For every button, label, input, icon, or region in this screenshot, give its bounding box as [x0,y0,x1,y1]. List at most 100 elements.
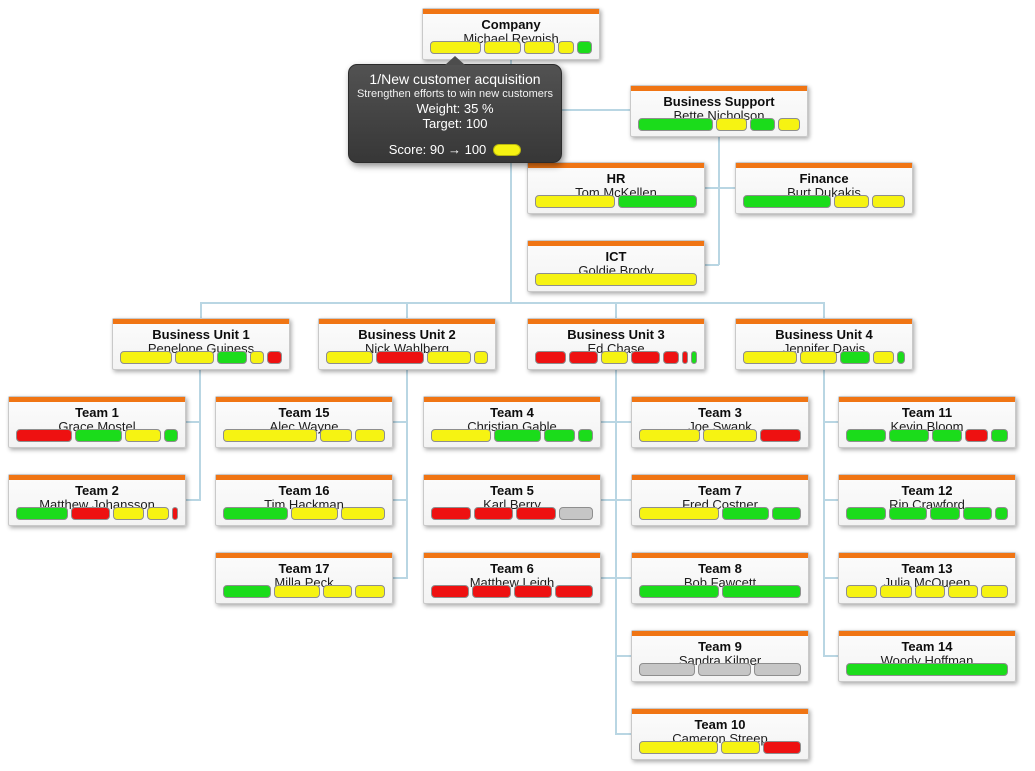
score-segment-red[interactable] [431,507,471,520]
score-segment-yellow[interactable] [319,429,352,442]
score-segment-red[interactable] [472,585,511,598]
score-segment-green[interactable] [963,507,992,520]
score-segment-green[interactable] [638,118,713,131]
score-segment-yellow[interactable] [223,429,317,442]
org-node-ict[interactable]: ICT Goldie Brody [527,240,705,292]
score-segment-yellow[interactable] [880,585,912,598]
score-segment-red[interactable] [554,585,593,598]
score-segment-green[interactable] [749,118,775,131]
score-segment-red[interactable] [568,351,598,364]
score-segment-green[interactable] [223,585,272,598]
score-segment-green[interactable] [216,351,247,364]
score-segment-yellow[interactable] [639,429,700,442]
score-segment-red[interactable] [516,507,557,520]
score-segment-yellow[interactable] [639,507,719,520]
score-segment-red[interactable] [662,351,680,364]
score-segment-red[interactable] [763,741,801,754]
score-segment-yellow[interactable] [322,585,353,598]
score-segment-yellow[interactable] [175,351,214,364]
score-segment-yellow[interactable] [639,741,718,754]
org-node-team-3[interactable]: Team 3 Joe Swank [631,396,809,448]
score-segment-green[interactable] [494,429,541,442]
score-segment-yellow[interactable] [833,195,869,208]
score-segment-yellow[interactable] [124,429,162,442]
org-node-team-11[interactable]: Team 11 Kevin Bloom [838,396,1016,448]
org-node-team-13[interactable]: Team 13 Julia McQueen [838,552,1016,604]
score-segment-green[interactable] [888,429,929,442]
org-node-team-16[interactable]: Team 16 Tim Hackman [215,474,393,526]
org-node-team-17[interactable]: Team 17 Milla Peck [215,552,393,604]
org-node-hr[interactable]: HR Tom McKellen [527,162,705,214]
score-segment-yellow[interactable] [112,507,145,520]
score-segment-yellow[interactable] [291,507,338,520]
score-segment-red[interactable] [16,429,72,442]
score-segment-yellow[interactable] [535,195,615,208]
score-segment-green[interactable] [639,585,719,598]
org-node-team-5[interactable]: Team 5 Karl Berry [423,474,601,526]
score-segment-red[interactable] [682,351,689,364]
org-node-business-unit-3[interactable]: Business Unit 3 Ed Chase [527,318,705,370]
org-node-team-7[interactable]: Team 7 Fred Costner [631,474,809,526]
score-segment-red[interactable] [267,351,282,364]
score-segment-gray[interactable] [698,663,751,676]
score-segment-green[interactable] [743,195,831,208]
score-segment-green[interactable] [74,429,122,442]
score-segment-yellow[interactable] [980,585,1009,598]
score-segment-yellow[interactable] [326,351,373,364]
score-segment-red[interactable] [431,585,470,598]
score-segment-yellow[interactable] [431,429,491,442]
score-segment-yellow[interactable] [872,351,895,364]
score-segment-gray[interactable] [754,663,801,676]
score-segment-yellow[interactable] [557,41,575,54]
score-segment-yellow[interactable] [777,118,800,131]
org-node-team-10[interactable]: Team 10 Cameron Streep [631,708,809,760]
org-node-business-unit-2[interactable]: Business Unit 2 Nick Wahlberg [318,318,496,370]
score-segment-yellow[interactable] [427,351,472,364]
org-node-team-9[interactable]: Team 9 Sandra Kilmer [631,630,809,682]
score-segment-red[interactable] [964,429,988,442]
org-node-business-unit-4[interactable]: Business Unit 4 Jennifer Davis [735,318,913,370]
score-segment-yellow[interactable] [484,41,521,54]
score-segment-green[interactable] [846,429,886,442]
score-segment-green[interactable] [164,429,178,442]
score-segment-yellow[interactable] [799,351,837,364]
score-segment-green[interactable] [897,351,905,364]
score-segment-green[interactable] [990,429,1008,442]
score-segment-green[interactable] [846,507,886,520]
score-segment-green[interactable] [772,507,801,520]
org-node-team-12[interactable]: Team 12 Rip Crawford [838,474,1016,526]
score-segment-yellow[interactable] [147,507,169,520]
score-segment-yellow[interactable] [523,41,555,54]
score-segment-yellow[interactable] [430,41,482,54]
score-segment-green[interactable] [691,351,697,364]
score-segment-yellow[interactable] [846,585,878,598]
score-segment-red[interactable] [513,585,552,598]
org-node-team-8[interactable]: Team 8 Bob Fawcett [631,552,809,604]
score-segment-green[interactable] [617,195,697,208]
score-segment-green[interactable] [931,429,962,442]
score-segment-yellow[interactable] [535,273,697,286]
score-segment-green[interactable] [930,507,961,520]
score-segment-yellow[interactable] [341,507,385,520]
org-node-team-6[interactable]: Team 6 Matthew Leigh [423,552,601,604]
org-node-business-unit-1[interactable]: Business Unit 1 Penelope Guiness [112,318,290,370]
score-segment-green[interactable] [543,429,575,442]
score-segment-red[interactable] [171,507,179,520]
score-segment-yellow[interactable] [354,429,385,442]
score-segment-green[interactable] [577,429,593,442]
score-segment-yellow[interactable] [249,351,265,364]
score-segment-yellow[interactable] [702,429,757,442]
score-segment-green[interactable] [839,351,870,364]
score-segment-green[interactable] [722,507,769,520]
score-segment-red[interactable] [473,507,514,520]
org-node-team-1[interactable]: Team 1 Grace Mostel [8,396,186,448]
org-node-team-15[interactable]: Team 15 Alec Wayne [215,396,393,448]
score-segment-yellow[interactable] [715,118,747,131]
org-node-business-support[interactable]: Business Support Bette Nicholson [630,85,808,137]
score-segment-green[interactable] [577,41,592,54]
score-segment-gray[interactable] [639,663,695,676]
score-segment-green[interactable] [16,507,69,520]
score-segment-yellow[interactable] [274,585,320,598]
org-node-finance[interactable]: Finance Burt Dukakis [735,162,913,214]
score-segment-green[interactable] [846,663,1008,676]
